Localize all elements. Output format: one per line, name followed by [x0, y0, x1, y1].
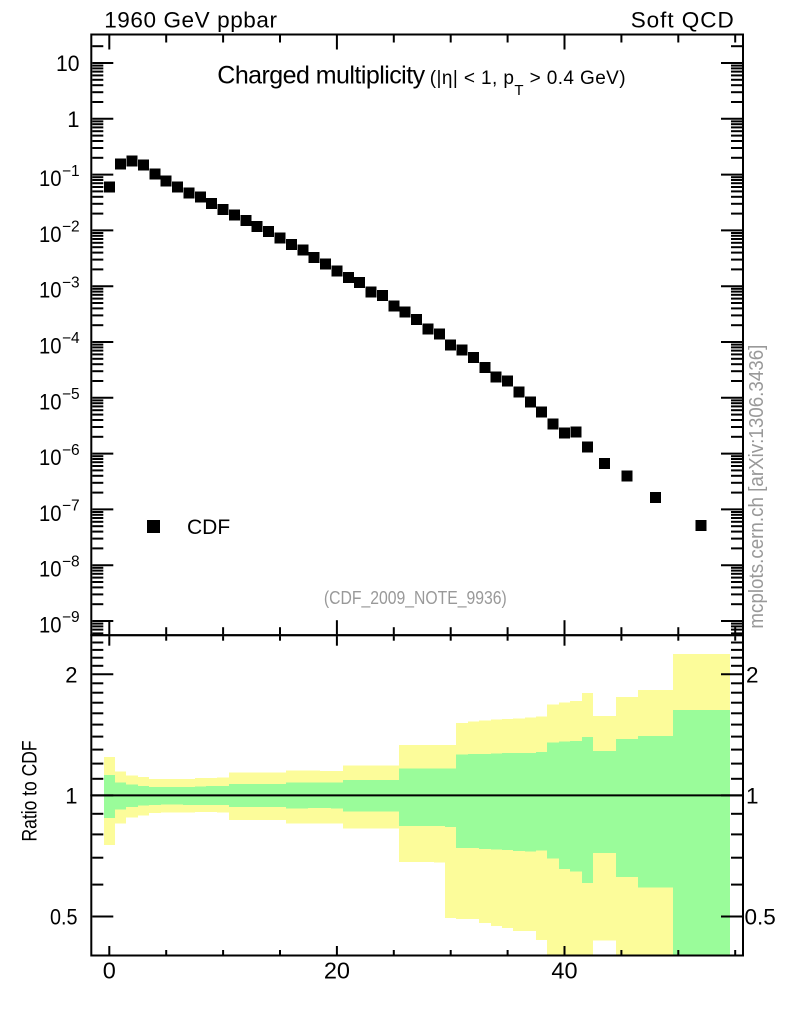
svg-text:10: 10 — [39, 166, 62, 191]
svg-text:−5: −5 — [62, 386, 80, 403]
svg-text:1960 GeV ppbar: 1960 GeV ppbar — [104, 8, 277, 33]
svg-text:−3: −3 — [62, 274, 80, 291]
svg-text:−6: −6 — [62, 442, 80, 459]
svg-text:0.5: 0.5 — [50, 905, 78, 930]
svg-text:10: 10 — [39, 278, 62, 303]
svg-text:CDF: CDF — [187, 516, 230, 539]
svg-text:−7: −7 — [62, 498, 80, 515]
svg-text:−2: −2 — [62, 219, 80, 236]
svg-text:1: 1 — [746, 784, 759, 809]
svg-text:10: 10 — [39, 445, 62, 470]
svg-text:(CDF_2009_NOTE_9936): (CDF_2009_NOTE_9936) — [324, 588, 507, 609]
svg-text:40: 40 — [551, 958, 577, 984]
svg-text:−4: −4 — [62, 330, 80, 347]
svg-text:0: 0 — [103, 958, 116, 984]
svg-text:10: 10 — [39, 334, 62, 359]
svg-text:10: 10 — [39, 389, 62, 414]
svg-text:mcplots.cern.ch [arXiv:1306.34: mcplots.cern.ch [arXiv:1306.3436] — [745, 345, 768, 629]
svg-text:10: 10 — [39, 557, 62, 582]
svg-text:20: 20 — [324, 958, 350, 984]
svg-text:10: 10 — [39, 501, 62, 526]
svg-text:−1: −1 — [62, 163, 80, 180]
svg-text:Charged multiplicity: Charged multiplicity — [217, 62, 425, 90]
svg-text:10: 10 — [39, 222, 62, 247]
svg-text:Ratio to CDF: Ratio to CDF — [18, 741, 41, 842]
svg-text:(|η| < 1, pT > 0.4 GeV): (|η| < 1, pT > 0.4 GeV) — [430, 68, 626, 99]
svg-text:0.5: 0.5 — [745, 905, 776, 930]
svg-text:Soft QCD: Soft QCD — [631, 8, 734, 33]
svg-text:−8: −8 — [62, 553, 80, 570]
svg-text:1: 1 — [65, 783, 77, 808]
svg-text:−9: −9 — [62, 609, 80, 626]
svg-text:2: 2 — [746, 663, 759, 688]
svg-text:1: 1 — [67, 107, 79, 132]
svg-text:2: 2 — [65, 662, 77, 687]
svg-text:10: 10 — [39, 613, 62, 638]
svg-text:10: 10 — [56, 51, 80, 76]
